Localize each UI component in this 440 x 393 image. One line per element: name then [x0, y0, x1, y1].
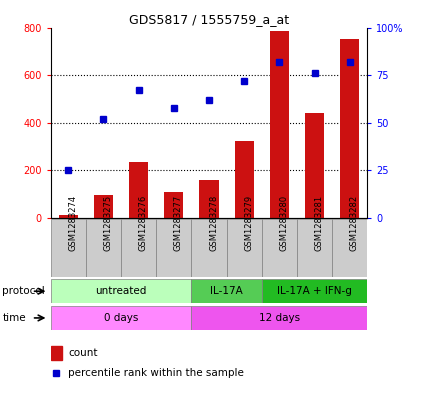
Text: IL-17A: IL-17A	[210, 286, 243, 296]
Bar	[305, 113, 324, 218]
Text: count: count	[68, 348, 98, 358]
Bar	[191, 306, 367, 330]
Bar	[340, 39, 359, 218]
Bar	[270, 31, 289, 218]
Bar	[262, 279, 367, 303]
Bar	[86, 219, 121, 277]
Bar	[191, 219, 227, 277]
Bar	[297, 219, 332, 277]
Bar	[332, 219, 367, 277]
Bar	[51, 306, 191, 330]
Text: protocol: protocol	[2, 286, 45, 296]
Bar	[199, 180, 219, 218]
Bar	[191, 279, 262, 303]
Text: GSM1283276: GSM1283276	[139, 195, 147, 251]
Bar	[227, 219, 262, 277]
Bar	[59, 215, 78, 218]
Text: GSM1283277: GSM1283277	[174, 195, 183, 251]
Text: GSM1283281: GSM1283281	[315, 195, 323, 251]
Text: IL-17A + IFN-g: IL-17A + IFN-g	[277, 286, 352, 296]
Bar	[51, 346, 62, 360]
Bar	[51, 219, 86, 277]
Text: GSM1283279: GSM1283279	[244, 195, 253, 251]
Bar	[164, 192, 183, 218]
Text: 12 days: 12 days	[259, 313, 300, 323]
Bar	[51, 279, 191, 303]
Bar	[262, 219, 297, 277]
Text: percentile rank within the sample: percentile rank within the sample	[68, 368, 244, 378]
Bar	[121, 219, 156, 277]
Text: time: time	[2, 313, 26, 323]
Text: GSM1283282: GSM1283282	[350, 195, 359, 251]
Text: GSM1283280: GSM1283280	[279, 195, 288, 251]
Text: GSM1283275: GSM1283275	[103, 195, 112, 251]
Text: GSM1283278: GSM1283278	[209, 195, 218, 251]
Title: GDS5817 / 1555759_a_at: GDS5817 / 1555759_a_at	[129, 13, 289, 26]
Text: GSM1283274: GSM1283274	[68, 195, 77, 251]
Text: 0 days: 0 days	[104, 313, 138, 323]
Bar	[235, 141, 254, 218]
Bar	[156, 219, 191, 277]
Bar	[129, 162, 148, 218]
Bar	[94, 195, 113, 218]
Text: untreated: untreated	[95, 286, 147, 296]
